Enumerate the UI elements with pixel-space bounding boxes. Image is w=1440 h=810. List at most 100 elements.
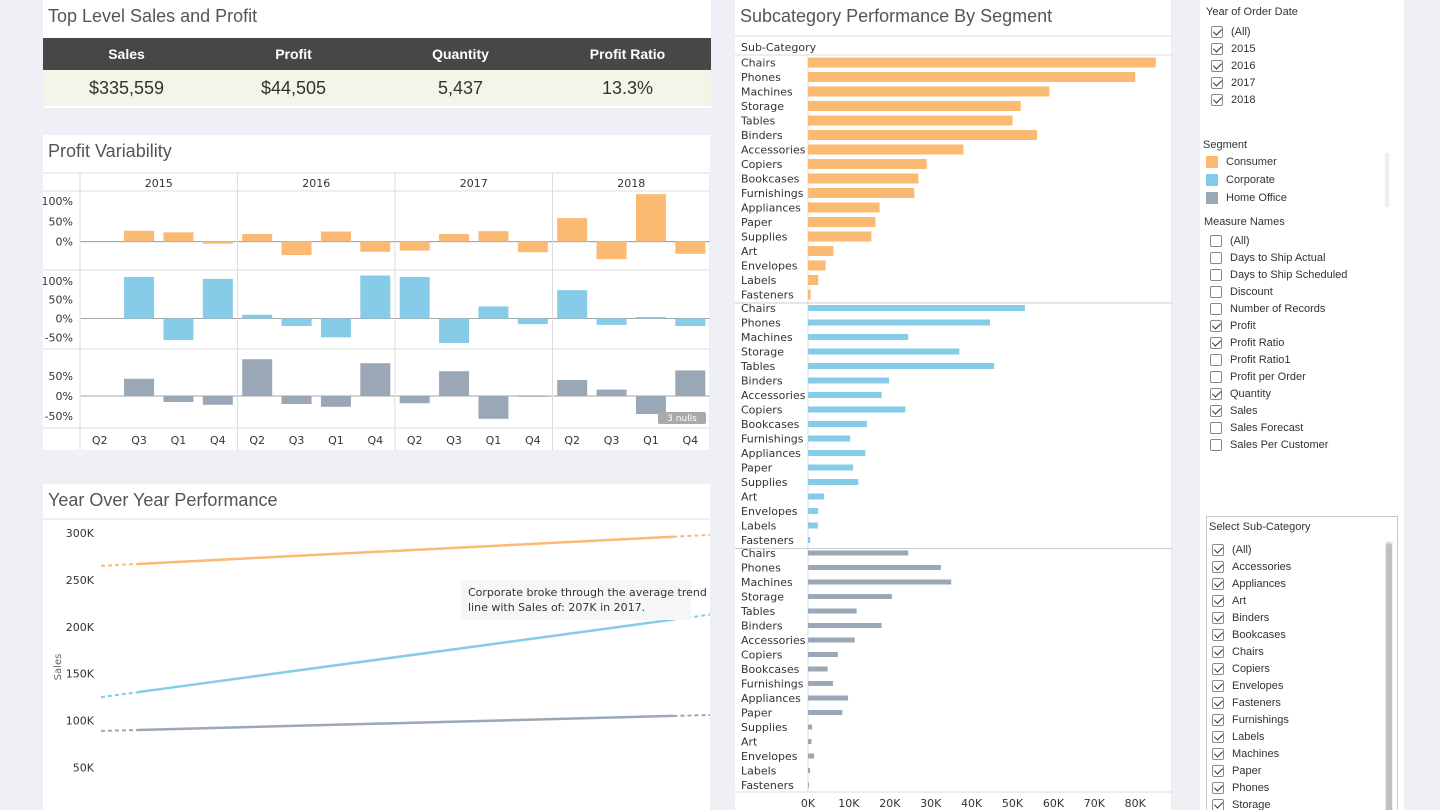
measure-filter-checkbox[interactable] [1210,387,1222,400]
year-filter-item[interactable]: (All) [1211,23,1251,40]
sub-bar-consumer[interactable] [808,130,1038,140]
sub-bar-corporate[interactable] [808,305,1025,311]
sub-bar-consumer[interactable] [808,217,876,227]
subcategory-filter-checkbox[interactable] [1212,764,1224,777]
measure-filter-item[interactable]: Days to Ship Actual [1210,249,1325,266]
subcategory-filter-checkbox[interactable] [1212,611,1224,624]
year-filter-checkbox[interactable] [1211,42,1223,55]
subcategory-filter-checkbox[interactable] [1212,577,1224,590]
subcategory-filter-checkbox[interactable] [1212,645,1224,658]
subcategory-filter-checkbox[interactable] [1212,543,1224,556]
sub-bar-consumer[interactable] [808,159,927,169]
measure-filter-item[interactable]: Sales Forecast [1210,419,1303,436]
sub-bar-home-office[interactable] [808,623,882,628]
sub-bar-corporate[interactable] [808,522,818,529]
sub-bar-corporate[interactable] [808,537,811,543]
subcategory-filter-item[interactable]: Accessories [1212,558,1291,575]
measure-filter-checkbox[interactable] [1210,353,1222,366]
sub-bar-corporate[interactable] [808,421,867,427]
sub-bar-home-office[interactable] [808,579,952,585]
subcategory-filter-item[interactable]: Machines [1212,745,1279,762]
measure-filter-checkbox[interactable] [1210,421,1222,434]
sub-bar-home-office[interactable] [808,782,810,788]
kpi-value-profit[interactable]: $44,505 [260,78,327,98]
sub-bar-home-office[interactable] [808,565,941,570]
subcategory-filter-item[interactable]: Chairs [1212,643,1264,660]
yoy-trend-line[interactable] [100,613,710,699]
subcategory-filter-item[interactable]: Furnishings [1212,711,1289,728]
sub-bar-corporate[interactable] [808,334,909,340]
measure-filter-item[interactable]: Sales Per Customer [1210,436,1328,453]
subcategory-filter-item[interactable]: Appliances [1212,575,1286,592]
sub-bar-consumer[interactable] [808,115,1013,126]
year-filter-item[interactable]: 2018 [1211,91,1255,108]
measure-filter-item[interactable]: Discount [1210,283,1273,300]
segment-legend-item[interactable]: Consumer [1206,153,1277,170]
measure-filter-checkbox[interactable] [1210,268,1222,281]
sub-bar-home-office[interactable] [808,652,838,657]
sub-bar-consumer[interactable] [808,260,826,271]
subcategory-filter-item[interactable]: Storage [1212,796,1271,810]
sub-bar-home-office[interactable] [808,550,909,556]
subcategory-filter-item[interactable]: Envelopes [1212,677,1283,694]
sub-bar-home-office[interactable] [808,710,843,715]
subcategory-filter-item[interactable]: Bookcases [1212,626,1286,643]
sub-bar-corporate[interactable] [808,348,960,355]
subcategory-filter-checkbox[interactable] [1212,662,1224,675]
year-filter-checkbox[interactable] [1211,59,1223,72]
measure-filter-checkbox[interactable] [1210,370,1222,383]
year-filter-checkbox[interactable] [1211,76,1223,89]
measure-filter-item[interactable]: Profit Ratio [1210,334,1284,351]
subcategory-filter-checkbox[interactable] [1212,747,1224,760]
subcategory-filter-item[interactable]: Binders [1212,609,1269,626]
year-filter-checkbox[interactable] [1211,25,1223,38]
subcategory-filter-checkbox[interactable] [1212,696,1224,709]
measure-filter-checkbox[interactable] [1210,319,1222,332]
sub-bar-consumer[interactable] [808,86,1050,97]
subcategory-filter-item[interactable]: (All) [1212,541,1252,558]
year-filter-item[interactable]: 2017 [1211,74,1255,91]
subcategory-filter-checkbox[interactable] [1212,781,1224,794]
sub-bar-home-office[interactable] [808,637,855,643]
sub-bar-consumer[interactable] [808,289,811,300]
sub-bar-consumer[interactable] [808,231,872,242]
sub-bar-home-office[interactable] [808,724,813,730]
measure-filter-checkbox[interactable] [1210,251,1222,264]
subcategory-filter-checkbox[interactable] [1212,628,1224,641]
profit-variability-chart[interactable]: 2015 2016 2017 2018 100% 50% 0% 100% 50% 0% -50% 50… [43,135,710,450]
yoy-trend-line[interactable] [100,533,710,567]
yoy-chart[interactable]: 300K 250K 200K 150K 100K 50K 0K Sales Corporate … [43,484,710,810]
subcategory-filter-scroll-thumb[interactable] [1386,543,1392,810]
sub-bar-home-office[interactable] [808,608,857,614]
year-filter-item[interactable]: 2016 [1211,57,1255,74]
measure-filter-item[interactable]: Profit Ratio1 [1210,351,1291,368]
subcategory-filter-item[interactable]: Art [1212,592,1246,609]
sub-bar-consumer[interactable] [808,57,1156,68]
sub-bar-corporate[interactable] [808,392,882,398]
subcategory-filter-item[interactable]: Copiers [1212,660,1270,677]
segment-legend-item[interactable]: Corporate [1206,171,1275,188]
subcategory-filter-item[interactable]: Labels [1212,728,1264,745]
sub-bar-corporate[interactable] [808,493,824,500]
subcategory-filter-item[interactable]: Paper [1212,762,1261,779]
subcategory-filter-checkbox[interactable] [1212,560,1224,573]
subcategory-filter-checkbox[interactable] [1212,730,1224,743]
measure-filter-item[interactable]: Number of Records [1210,300,1325,317]
subcategory-filter-checkbox[interactable] [1212,713,1224,726]
sub-bar-home-office[interactable] [808,695,849,701]
measure-filter-checkbox[interactable] [1210,336,1222,349]
sub-bar-corporate[interactable] [808,479,859,485]
kpi-value-profit-ratio[interactable]: 13.3% [601,78,654,98]
measure-filter-checkbox[interactable] [1210,234,1222,247]
measure-filter-item[interactable]: Days to Ship Scheduled [1210,266,1347,283]
sub-bar-home-office[interactable] [808,739,812,744]
kpi-value-sales[interactable]: $335,559 [88,78,165,98]
sub-bar-consumer[interactable] [808,101,1021,111]
sub-bar-corporate[interactable] [808,363,995,369]
measure-filter-item[interactable]: Sales [1210,402,1258,419]
yoy-trend-line[interactable] [100,713,710,732]
measure-filter-checkbox[interactable] [1210,302,1222,315]
year-filter-item[interactable]: 2015 [1211,40,1255,57]
sub-bar-corporate[interactable] [808,319,991,326]
subcategory-filter-item[interactable]: Fasteners [1212,694,1281,711]
